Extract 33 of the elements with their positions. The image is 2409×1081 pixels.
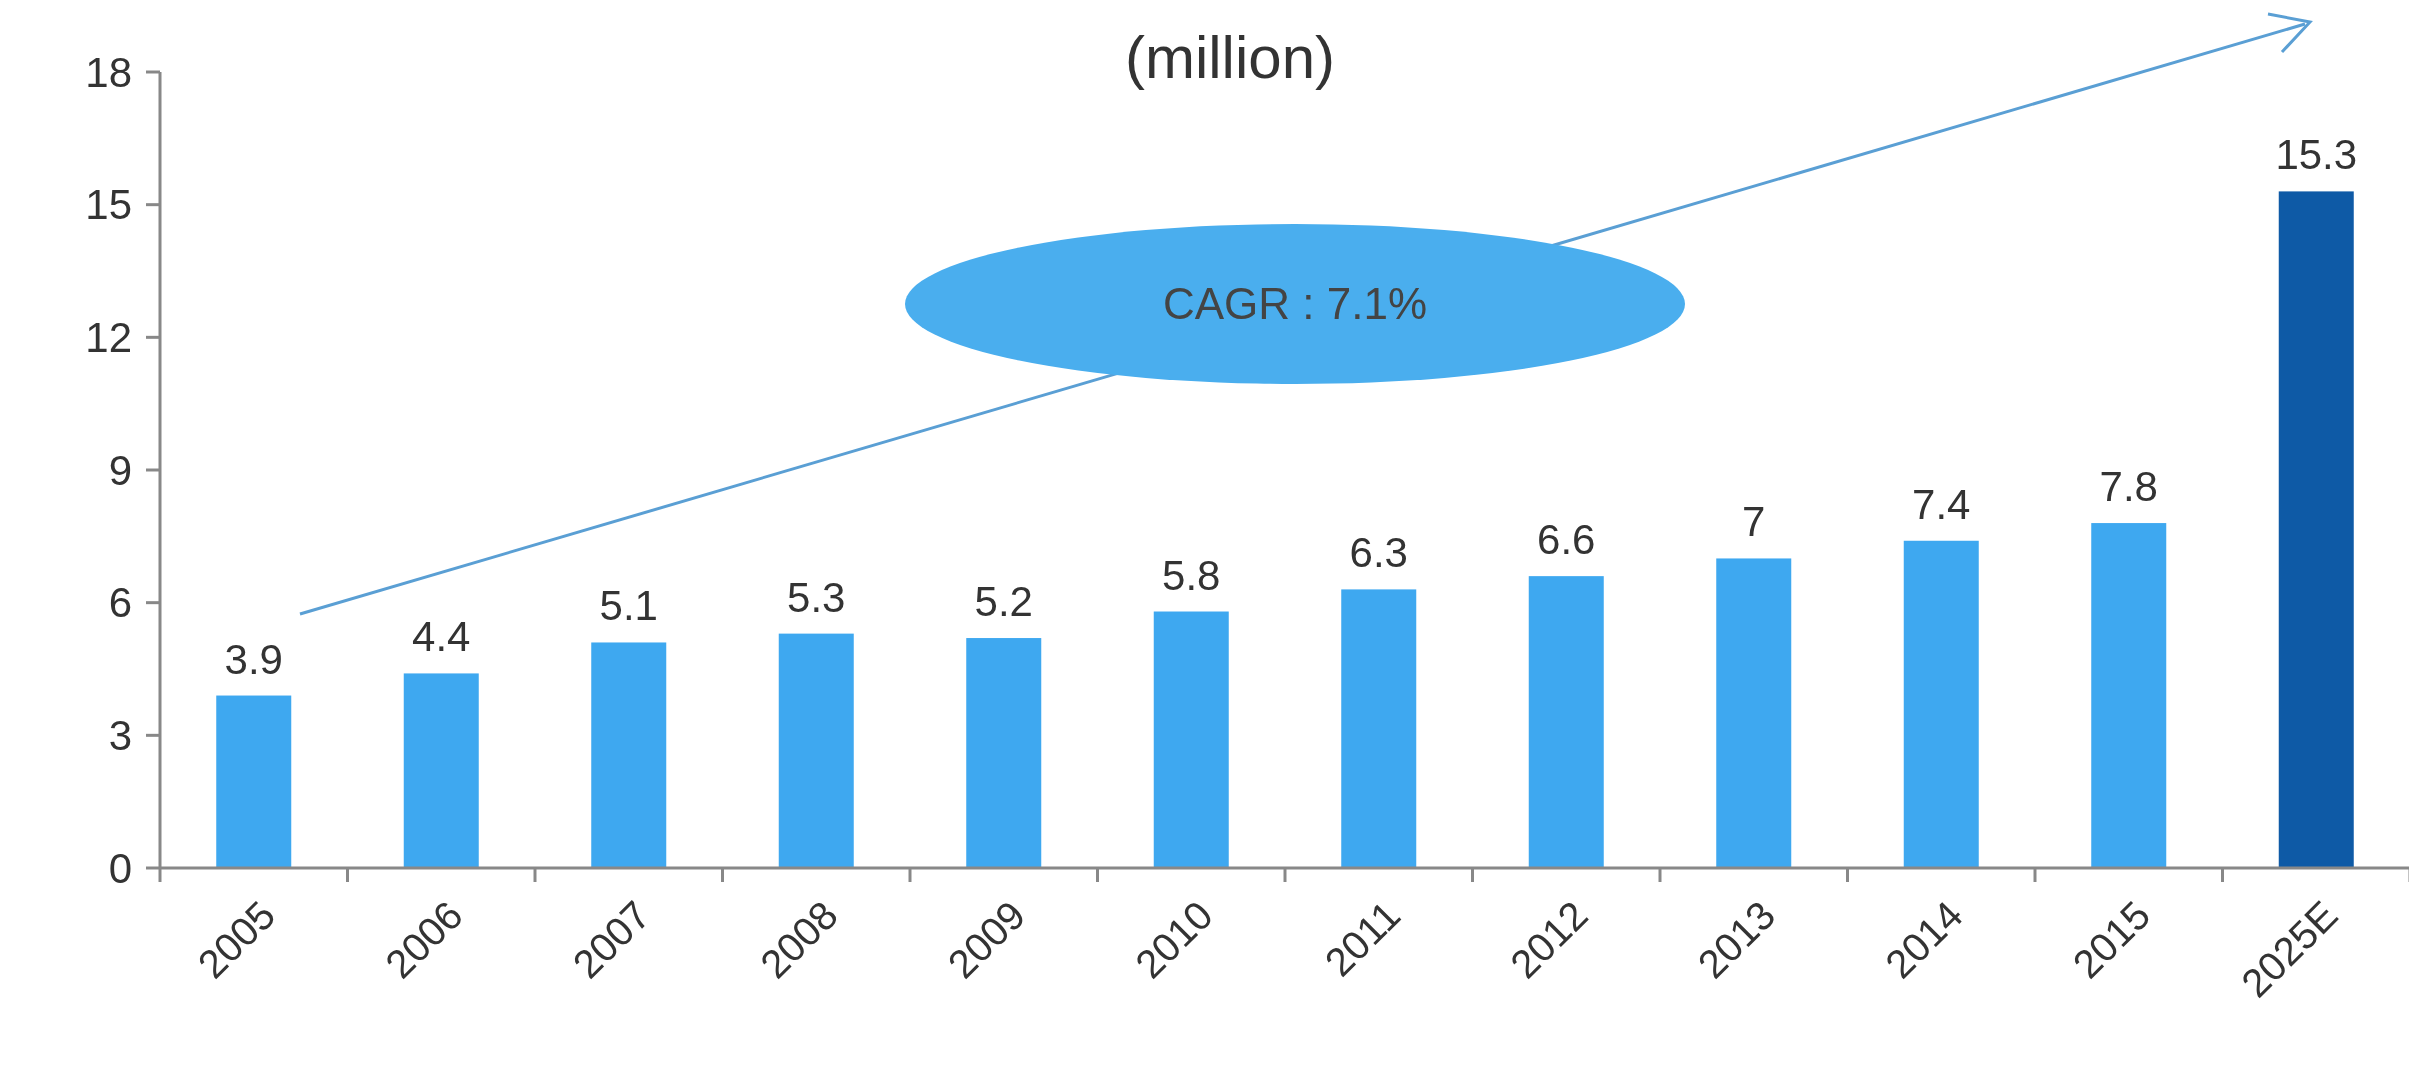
y-tick-label: 12 bbox=[85, 314, 132, 362]
data-label: 7.8 bbox=[2099, 463, 2158, 511]
bar bbox=[1153, 611, 1229, 868]
bar bbox=[1341, 589, 1417, 868]
data-label: 7 bbox=[1742, 498, 1766, 546]
data-label: 15.3 bbox=[2275, 131, 2358, 179]
y-tick-label: 6 bbox=[108, 579, 132, 627]
chart-title: (million) bbox=[1125, 24, 1335, 91]
y-tick-label: 0 bbox=[108, 844, 132, 892]
data-label: 5.8 bbox=[1162, 551, 1221, 599]
y-tick-label: 18 bbox=[85, 48, 132, 96]
data-label: 5.1 bbox=[599, 582, 658, 630]
data-label: 5.2 bbox=[974, 578, 1033, 626]
bar bbox=[2091, 523, 2167, 868]
bar bbox=[2278, 191, 2354, 868]
data-label: 4.4 bbox=[412, 613, 471, 661]
y-tick-label: 3 bbox=[108, 712, 132, 760]
bar bbox=[591, 642, 667, 868]
y-tick-label: 9 bbox=[108, 446, 132, 494]
bar bbox=[1903, 540, 1979, 868]
data-label: 5.3 bbox=[787, 573, 846, 621]
bar bbox=[1528, 576, 1604, 868]
bar bbox=[778, 633, 854, 868]
bar bbox=[1716, 558, 1792, 868]
bar bbox=[966, 638, 1042, 868]
y-tick-label: 15 bbox=[85, 181, 132, 229]
annotation: CAGR : 7.1% bbox=[1162, 279, 1428, 329]
data-label: 3.9 bbox=[224, 635, 283, 683]
bar bbox=[403, 673, 479, 868]
data-label: 6.6 bbox=[1537, 516, 1596, 564]
data-label: 6.3 bbox=[1349, 529, 1408, 577]
data-label: 7.4 bbox=[1912, 480, 1971, 528]
bar bbox=[216, 695, 292, 868]
